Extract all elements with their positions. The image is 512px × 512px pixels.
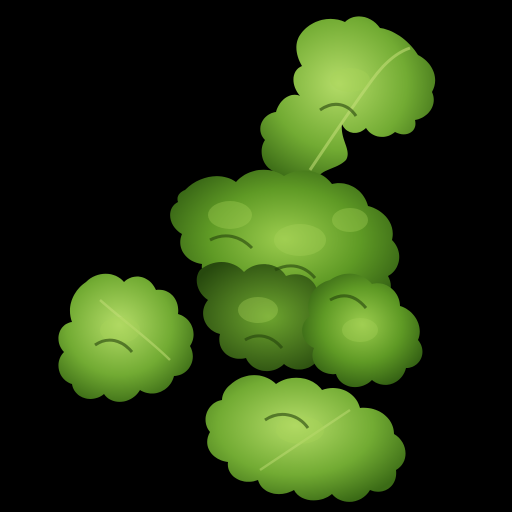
leaf-highlights xyxy=(100,68,378,444)
leaf-top-vein xyxy=(308,46,411,171)
leaf-left-vein xyxy=(99,299,171,361)
leaf-shadows xyxy=(94,102,368,429)
leaf-left xyxy=(58,273,194,402)
leaf-bottom xyxy=(205,375,406,502)
leaf-right xyxy=(302,273,423,388)
leaf-center-middle xyxy=(196,261,341,372)
leaf-top xyxy=(260,16,436,186)
leaf-bottom-vein xyxy=(259,408,351,472)
